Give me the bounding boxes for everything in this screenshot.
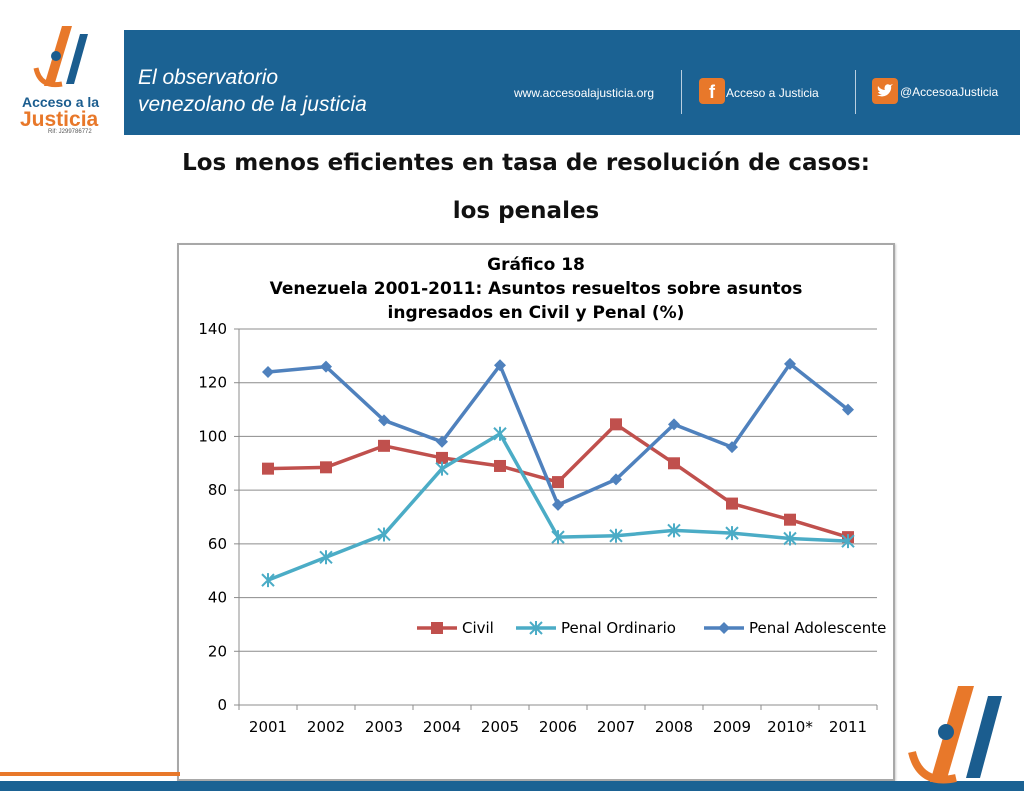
data-point xyxy=(551,530,565,545)
y-tick-label: 140 xyxy=(198,320,227,338)
y-tick-label: 80 xyxy=(208,481,227,499)
twitter-icon[interactable] xyxy=(872,78,898,104)
data-point xyxy=(609,528,623,543)
banner-title-line2: venezolano de la justicia xyxy=(138,93,367,116)
legend-label: Civil xyxy=(462,619,494,637)
data-point xyxy=(610,418,622,431)
data-point xyxy=(668,457,680,470)
chart-title: Gráfico 18 xyxy=(487,255,585,275)
data-point xyxy=(377,527,391,542)
x-tick-label: 2005 xyxy=(481,718,519,736)
legend-marker xyxy=(529,621,543,635)
banner-divider xyxy=(681,70,682,114)
data-point xyxy=(378,414,390,427)
x-tick-label: 2011 xyxy=(829,718,867,736)
footer-bar xyxy=(0,781,1024,791)
logo-text-main: Justicia xyxy=(20,108,99,131)
facebook-icon[interactable]: f xyxy=(699,78,725,104)
footer-accent-bar xyxy=(0,772,180,776)
data-point xyxy=(493,426,507,441)
data-point xyxy=(842,403,854,416)
data-point xyxy=(725,526,739,541)
chart-subtitle: Venezuela 2001-2011: Asuntos resueltos s… xyxy=(270,279,803,299)
data-point xyxy=(552,498,564,511)
data-point xyxy=(494,459,506,472)
legend-marker xyxy=(431,622,443,634)
brand-logo: Acceso a la Justicia Rif: J299786772 xyxy=(14,26,114,138)
y-tick-label: 60 xyxy=(208,535,227,553)
x-tick-label: 2007 xyxy=(597,718,635,736)
data-point xyxy=(436,435,448,448)
footer-logo xyxy=(906,686,1016,796)
data-point xyxy=(262,462,274,475)
data-point xyxy=(436,451,448,464)
chart-subtitle: ingresados en Civil y Penal (%) xyxy=(388,303,685,323)
data-point xyxy=(668,418,680,431)
line-chart: Gráfico 18 Venezuela 2001-2011: Asuntos r… xyxy=(198,255,886,736)
data-point xyxy=(610,473,622,486)
data-point xyxy=(784,513,796,526)
x-tick-label: 2002 xyxy=(307,718,345,736)
y-tick-label: 100 xyxy=(198,427,227,445)
data-point xyxy=(435,461,449,476)
data-point xyxy=(320,360,332,373)
header-banner: El observatorio venezolano de la justici… xyxy=(124,30,1020,135)
facebook-link[interactable]: Acceso a Justicia xyxy=(726,86,819,100)
logo-rif: Rif: J299786772 xyxy=(48,129,92,135)
data-point xyxy=(667,523,681,538)
acceso-a-la-justicia-logo xyxy=(908,686,1002,784)
x-tick-label: 2008 xyxy=(655,718,693,736)
banner-divider xyxy=(855,70,856,114)
x-tick-label: 2004 xyxy=(423,718,461,736)
x-tick-label: 2001 xyxy=(249,718,287,736)
banner-title-line1: El observatorio xyxy=(138,66,279,89)
x-tick-label: 2006 xyxy=(539,718,577,736)
data-point xyxy=(841,534,855,549)
website-link[interactable]: www.accesoalajusticia.org xyxy=(514,86,655,100)
x-tick-label: 2003 xyxy=(365,718,403,736)
data-point xyxy=(783,531,797,546)
y-tick-label: 120 xyxy=(198,374,227,392)
data-point xyxy=(726,441,738,454)
banner-title: El observatorio venezolano de la justici… xyxy=(138,64,367,118)
y-tick-label: 20 xyxy=(208,642,227,660)
data-point xyxy=(320,461,332,474)
chart-frame: Gráfico 18 Venezuela 2001-2011: Asuntos r… xyxy=(177,243,895,781)
logo-text-top: Acceso a la xyxy=(22,94,100,110)
data-point xyxy=(784,357,796,370)
acceso-a-la-justicia-logo xyxy=(33,26,88,88)
legend-label: Penal Adolescente xyxy=(749,619,886,637)
data-point xyxy=(261,573,275,588)
data-point xyxy=(378,439,390,452)
x-tick-label: 2010* xyxy=(767,718,813,736)
data-point xyxy=(319,550,333,565)
slide-heading-line2: los penales xyxy=(452,198,600,224)
data-point xyxy=(262,365,274,378)
data-point xyxy=(552,476,564,489)
slide-heading-line1: Los menos eficientes en tasa de resoluci… xyxy=(182,150,870,176)
legend-marker xyxy=(718,622,730,634)
y-tick-label: 40 xyxy=(208,589,227,607)
twitter-link[interactable]: @AccesoaJusticia xyxy=(900,85,999,99)
data-point xyxy=(726,497,738,510)
data-point xyxy=(494,359,506,372)
y-tick-label: 0 xyxy=(217,696,227,714)
legend-label: Penal Ordinario xyxy=(561,619,676,637)
x-tick-label: 2009 xyxy=(713,718,751,736)
